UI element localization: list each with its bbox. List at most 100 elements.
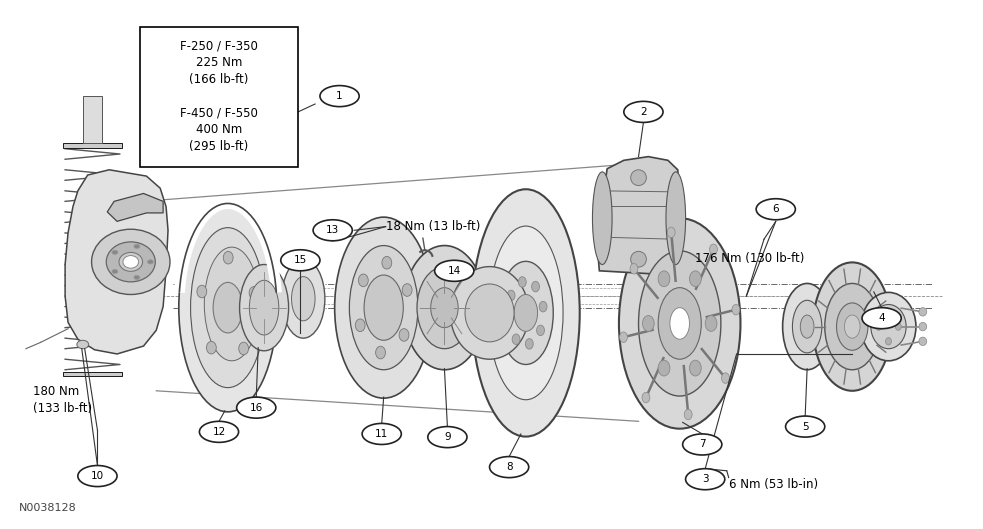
Ellipse shape	[355, 319, 365, 332]
Ellipse shape	[359, 274, 369, 287]
Ellipse shape	[134, 275, 140, 279]
Text: 8: 8	[506, 462, 512, 472]
Ellipse shape	[240, 264, 289, 351]
Ellipse shape	[292, 277, 316, 321]
Ellipse shape	[514, 295, 538, 331]
Ellipse shape	[919, 308, 927, 316]
Ellipse shape	[112, 250, 118, 254]
Ellipse shape	[403, 245, 486, 370]
Text: 7: 7	[699, 440, 706, 450]
Text: 3: 3	[702, 474, 709, 484]
Ellipse shape	[630, 263, 638, 274]
Ellipse shape	[886, 338, 892, 345]
Ellipse shape	[540, 302, 547, 312]
Circle shape	[862, 308, 901, 329]
Text: 16: 16	[250, 403, 262, 413]
Ellipse shape	[871, 305, 906, 349]
Ellipse shape	[689, 271, 701, 287]
Ellipse shape	[792, 300, 822, 353]
Polygon shape	[598, 157, 679, 275]
Ellipse shape	[669, 308, 689, 339]
Ellipse shape	[710, 244, 718, 254]
Text: 225 Nm: 225 Nm	[196, 56, 242, 69]
Text: 6 Nm (53 lb-in): 6 Nm (53 lb-in)	[728, 478, 818, 491]
Text: 1: 1	[336, 91, 343, 101]
Ellipse shape	[239, 342, 249, 355]
Text: 11: 11	[376, 429, 388, 439]
Text: 176 Nm (130 lb-ft): 176 Nm (130 lb-ft)	[695, 252, 805, 264]
Ellipse shape	[91, 229, 170, 295]
Circle shape	[200, 421, 239, 442]
Ellipse shape	[639, 251, 721, 396]
Ellipse shape	[512, 334, 520, 344]
Circle shape	[756, 199, 795, 220]
Ellipse shape	[525, 339, 533, 349]
Ellipse shape	[334, 217, 433, 398]
Ellipse shape	[179, 204, 277, 412]
Polygon shape	[107, 194, 163, 221]
Ellipse shape	[659, 360, 669, 376]
Ellipse shape	[722, 373, 729, 384]
Ellipse shape	[631, 170, 647, 186]
Ellipse shape	[504, 314, 512, 324]
Ellipse shape	[77, 340, 88, 349]
Ellipse shape	[106, 242, 155, 282]
Text: 9: 9	[444, 432, 450, 442]
Circle shape	[682, 434, 722, 455]
Ellipse shape	[282, 259, 324, 338]
Ellipse shape	[537, 325, 545, 335]
Ellipse shape	[800, 315, 814, 338]
Circle shape	[490, 457, 529, 478]
Ellipse shape	[213, 282, 243, 333]
Text: F-450 / F-550: F-450 / F-550	[180, 107, 258, 120]
Text: 10: 10	[90, 471, 104, 481]
Ellipse shape	[465, 284, 514, 342]
Ellipse shape	[204, 247, 260, 361]
Ellipse shape	[667, 227, 675, 238]
Ellipse shape	[123, 256, 139, 268]
Text: 5: 5	[802, 422, 808, 432]
Text: F-250 / F-350: F-250 / F-350	[180, 39, 258, 52]
Ellipse shape	[223, 251, 233, 264]
Ellipse shape	[349, 245, 418, 370]
Ellipse shape	[518, 277, 526, 287]
Text: 15: 15	[294, 256, 307, 265]
Ellipse shape	[631, 251, 647, 267]
Circle shape	[428, 426, 467, 448]
Circle shape	[685, 469, 724, 490]
FancyBboxPatch shape	[140, 26, 299, 167]
Ellipse shape	[249, 287, 259, 299]
Circle shape	[78, 466, 117, 487]
Circle shape	[785, 416, 825, 437]
Ellipse shape	[813, 262, 892, 391]
Ellipse shape	[886, 308, 892, 315]
Circle shape	[281, 250, 319, 271]
Circle shape	[314, 220, 352, 241]
Ellipse shape	[364, 275, 403, 340]
Ellipse shape	[896, 323, 901, 330]
Text: 400 Nm: 400 Nm	[196, 123, 242, 136]
Polygon shape	[65, 170, 168, 354]
Polygon shape	[63, 143, 122, 148]
Ellipse shape	[689, 360, 701, 376]
Text: N0038128: N0038128	[19, 503, 77, 513]
Ellipse shape	[619, 218, 740, 428]
Ellipse shape	[619, 332, 627, 342]
Ellipse shape	[382, 257, 391, 269]
Ellipse shape	[837, 303, 868, 350]
Ellipse shape	[825, 284, 880, 370]
Polygon shape	[83, 96, 102, 143]
Ellipse shape	[705, 315, 717, 331]
Ellipse shape	[206, 341, 216, 354]
Ellipse shape	[402, 284, 412, 296]
Text: 13: 13	[326, 225, 339, 235]
Ellipse shape	[197, 285, 206, 298]
Ellipse shape	[250, 280, 279, 335]
Text: 18 Nm (13 lb-ft): 18 Nm (13 lb-ft)	[385, 220, 480, 233]
Ellipse shape	[450, 267, 529, 359]
Text: (166 lb-ft): (166 lb-ft)	[190, 73, 249, 86]
Ellipse shape	[919, 337, 927, 345]
Ellipse shape	[919, 322, 927, 331]
Text: 4: 4	[879, 313, 885, 323]
Ellipse shape	[191, 227, 265, 388]
